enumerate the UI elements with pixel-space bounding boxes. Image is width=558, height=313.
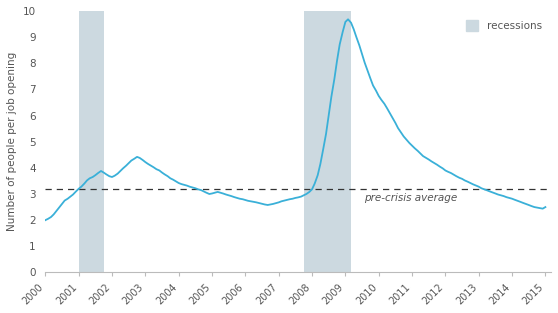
- Bar: [79, 11, 104, 272]
- Legend: recessions: recessions: [461, 16, 546, 35]
- Text: pre-crisis average: pre-crisis average: [364, 193, 457, 203]
- Bar: [304, 11, 351, 272]
- Y-axis label: Number of people per job opening: Number of people per job opening: [7, 52, 17, 231]
